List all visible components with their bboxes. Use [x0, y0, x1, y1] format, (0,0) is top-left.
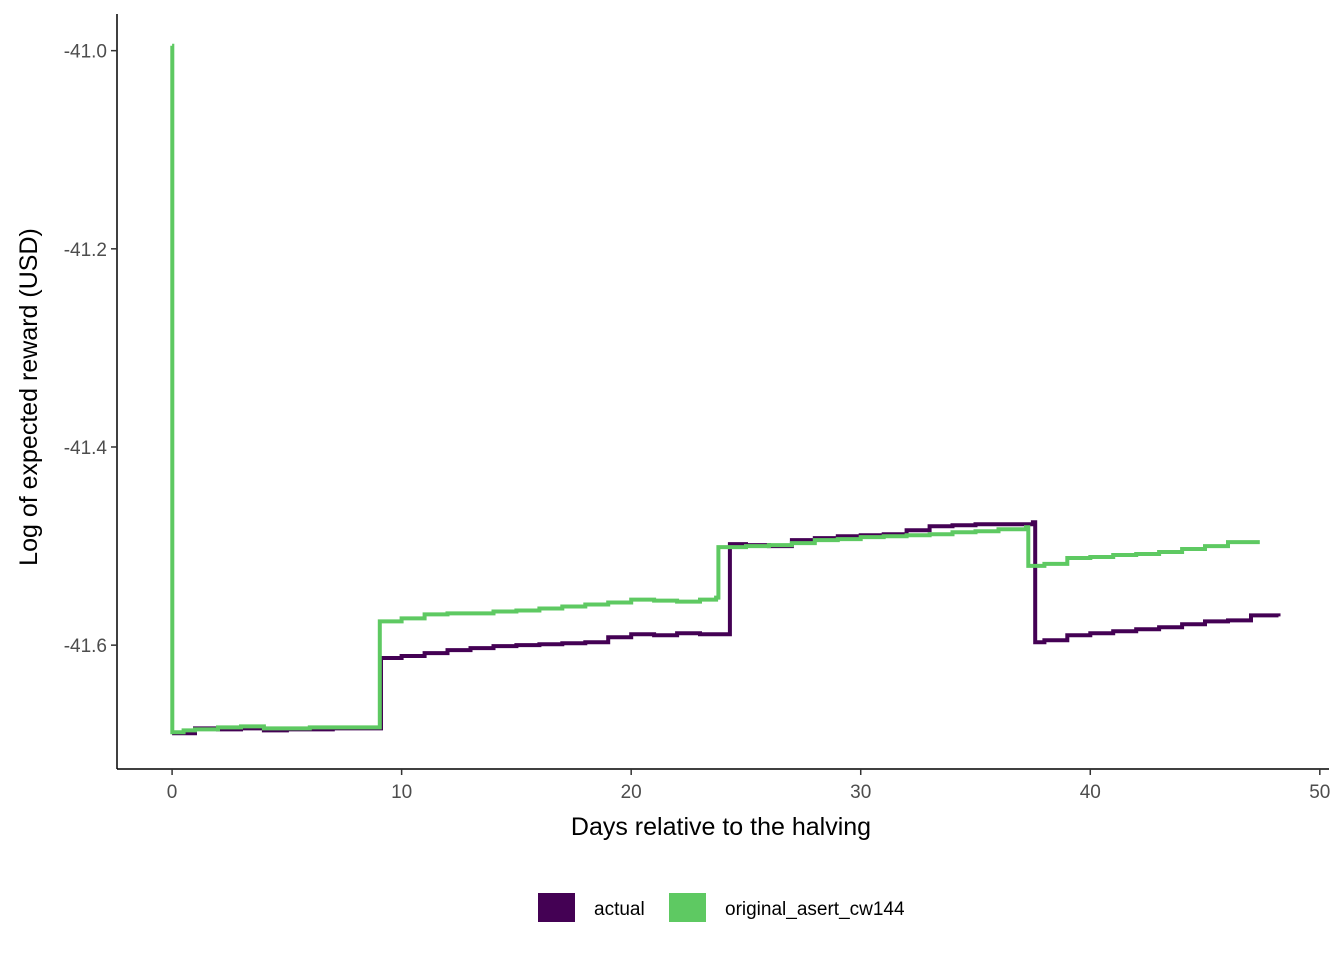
legend-key — [538, 893, 575, 922]
axes — [116, 14, 1329, 770]
x-tick-label: 20 — [621, 782, 642, 803]
x-tick-label: 0 — [167, 782, 178, 803]
series-line-original-asert-cw144 — [170, 43, 1260, 735]
x-tick-label: 10 — [391, 782, 412, 803]
legend-label: actual — [594, 899, 645, 920]
x-tick-label: 30 — [850, 782, 871, 803]
y-axis-ticks: -41.6 -41.4 -41.2 -41.0 — [64, 42, 117, 657]
legend-key — [669, 893, 706, 922]
x-tick-label: 50 — [1309, 782, 1330, 803]
x-axis-title: Days relative to the halving — [571, 813, 871, 841]
legend-label: original_asert_cw144 — [725, 899, 905, 920]
y-tick-label: -41.4 — [64, 438, 108, 459]
y-tick-label: -41.0 — [64, 42, 107, 63]
y-tick-label: -41.6 — [64, 636, 107, 657]
x-tick-label: 40 — [1080, 782, 1101, 803]
y-tick-label: -41.2 — [64, 240, 107, 261]
series-lines — [170, 43, 1281, 736]
legend: actual original_asert_cw144 — [538, 893, 905, 922]
y-axis-title: Log of expected reward (USD) — [15, 228, 43, 566]
x-axis-ticks: 0 10 20 30 40 50 — [167, 769, 1330, 803]
